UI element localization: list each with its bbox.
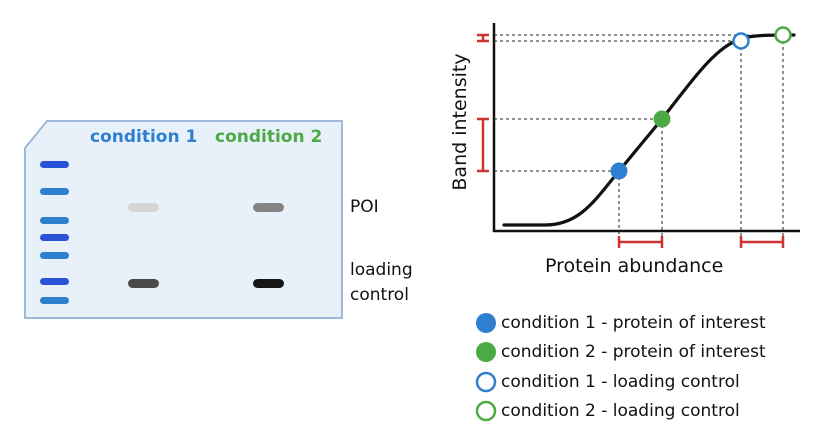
- legend-marker-condition-2-poi: [476, 342, 496, 362]
- marker-condition-2-loading-control: [774, 26, 792, 44]
- poi-row-label: POI: [350, 197, 379, 217]
- ladder-band: [40, 161, 69, 168]
- saturation-curve: [502, 33, 796, 227]
- loading-control-row-label: loading control: [350, 260, 413, 305]
- legend-marker-condition-1-poi: [476, 313, 496, 333]
- guide-lines: [494, 34, 784, 242]
- x-bracket-poi: [617, 236, 664, 248]
- ladder-band: [40, 278, 69, 285]
- marker-condition-1-poi: [610, 162, 628, 180]
- marker-condition-1-loading-control: [732, 32, 750, 50]
- blot-membrane: [24, 120, 343, 319]
- y-bracket-loading-control: [477, 33, 489, 43]
- band-poi-condition-1: [128, 203, 159, 212]
- legend-label-condition-2-loading: condition 2 - loading control: [501, 401, 740, 421]
- condition-1-header: condition 1: [90, 127, 198, 147]
- y-axis-label: Band intensity: [449, 53, 471, 191]
- x-bracket-loading-control: [739, 236, 785, 248]
- legend-label-condition-2-poi: condition 2 - protein of interest: [501, 342, 766, 362]
- ladder-band: [40, 297, 69, 304]
- band-poi-condition-2: [253, 203, 284, 212]
- band-loading-condition-2: [253, 279, 284, 288]
- band-loading-condition-1: [128, 279, 159, 288]
- marker-condition-2-poi: [653, 110, 671, 128]
- y-bracket-poi: [477, 117, 489, 173]
- legend-marker-condition-1-loading: [475, 371, 497, 393]
- ladder-band: [40, 234, 69, 241]
- legend-marker-condition-2-loading: [475, 400, 497, 422]
- ladder-band: [40, 252, 69, 259]
- legend-label-condition-1-loading: condition 1 - loading control: [501, 372, 740, 392]
- x-axis-label: Protein abundance: [545, 255, 724, 277]
- ladder-band: [40, 217, 69, 224]
- ladder-band: [40, 188, 69, 195]
- legend-label-condition-1-poi: condition 1 - protein of interest: [501, 313, 766, 333]
- condition-2-header: condition 2: [215, 127, 323, 147]
